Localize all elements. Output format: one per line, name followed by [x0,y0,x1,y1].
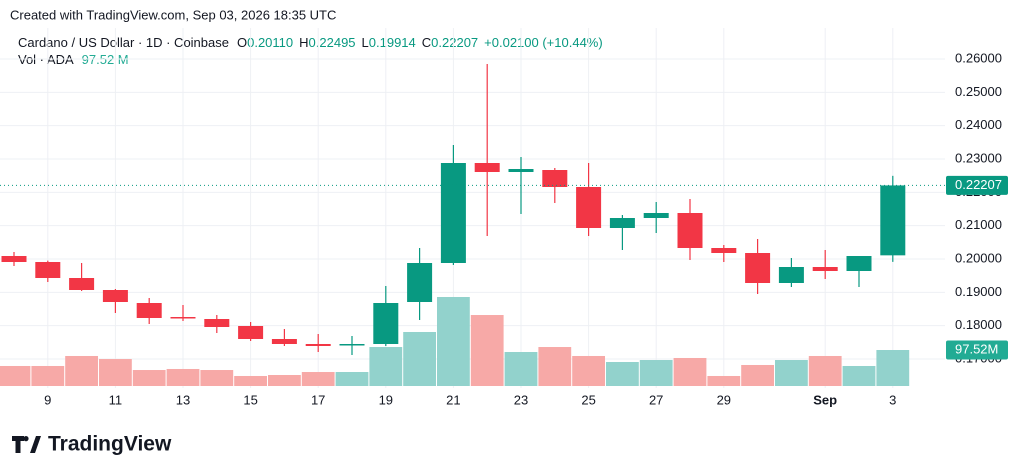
volume-bar [572,355,605,386]
y-tick-label: 0.19000 [955,284,1002,299]
volume-bar [268,374,301,386]
x-tick-label: 25 [581,392,595,407]
last-price-box [946,175,1008,195]
candle-body [677,213,703,248]
volume-bar [639,360,673,386]
x-tick-label: 15 [243,392,257,407]
volume-bar [0,365,31,386]
ohlc-value: 0.22495 [309,35,356,50]
volume-label: Vol · ADA [18,52,74,67]
volume-bar [99,359,132,386]
ohlc-value: 0.19914 [369,35,416,50]
legend-row: Cardano / US Dollar · 1D · Coinbase O0.20… [18,35,603,50]
volume-bar [707,375,741,386]
candle-body [339,344,365,346]
last-price-label: 0.22207 [955,177,1002,192]
x-tick-label: 13 [176,392,190,407]
ohlc-value: 0.20110 [247,35,293,50]
candle-body [542,170,568,187]
ohlc-label: C [422,35,431,50]
volume-bar [335,372,369,386]
x-tick-label: Sep [813,392,837,407]
volume-bar [470,315,504,386]
volume-row: Vol · ADA 97.52 M [18,52,129,67]
x-tick-label: 29 [717,392,731,407]
candle-body [880,185,906,256]
volume-bar [65,355,98,386]
y-tick-label: 0.23000 [955,150,1002,165]
x-tick-label: 27 [649,392,663,407]
ohlc-label: H [299,35,308,50]
volume-bar [842,365,876,386]
candle-body [576,187,602,228]
volume-bar [200,370,234,386]
x-tick-label: 23 [514,392,528,407]
y-tick-label: 0.21000 [955,217,1002,232]
logo [12,436,41,453]
candle-body [745,253,771,283]
volume-bar [538,347,572,386]
x-tick-label: 19 [379,392,393,407]
volume-bar [504,352,538,386]
candle-body [238,326,264,339]
volume-bar [808,355,842,386]
candle-body [35,262,61,278]
candle-body [170,317,196,319]
candle-body [440,163,466,263]
candle-body [474,163,500,172]
volume-bar [403,331,436,386]
candle-body [778,267,804,283]
logo-mark [12,436,41,453]
volume-bar [606,362,639,386]
volume-bar [673,357,707,386]
candle-body [305,344,331,346]
candle-body [1,256,27,262]
candle-body [136,303,162,318]
candle-body [643,213,669,218]
ohlc-label: O [237,35,247,50]
volume-bar [775,360,808,386]
y-tick-label: 0.18000 [955,317,1002,332]
volume-bar [301,372,335,386]
last-volume-box [946,340,1008,360]
x-tick-label: 9 [44,392,51,407]
symbol: Cardano / US Dollar · 1D · Coinbase [18,35,229,50]
y-tick-label: 0.26000 [955,50,1002,65]
volume-value: 97.52 M [82,52,129,67]
candle-body [407,263,433,302]
volume-bar [31,365,65,386]
volume-bar [166,368,200,386]
candle-body [204,319,230,327]
y-tick-label: 0.24000 [955,117,1002,132]
credit: Created with TradingView.com, Sep 03, 20… [10,7,336,22]
logo-text: TradingView [48,433,172,456]
x-tick-label: 21 [446,392,460,407]
y-tick-label: 0.20000 [955,250,1002,265]
change: +0.02100 (+10.44%) [484,35,603,50]
x-tick-label: 3 [889,392,896,407]
candle-body [812,267,838,271]
volume-bar [234,375,267,386]
candle-body [373,303,399,344]
last-volume-label: 97.52M [955,341,998,356]
plot [0,28,945,388]
x-tick-label: 11 [109,392,123,407]
volume-bar [437,297,470,386]
candle-body [711,248,737,253]
y-tick-label: 0.25000 [955,84,1002,99]
candle-body [69,278,95,290]
candle-body [846,256,872,271]
volume-bar [876,350,910,386]
volume-bar [132,370,166,386]
ohlc-value: 0.22207 [431,35,478,50]
volume-bar [741,364,774,386]
candle-body [508,169,534,172]
candle-body [609,218,635,228]
candle-body [271,339,297,344]
x-tick-label: 17 [311,392,325,407]
volume-bar [369,347,403,386]
ohlc-label: L [362,35,369,50]
candle-body [102,290,128,302]
